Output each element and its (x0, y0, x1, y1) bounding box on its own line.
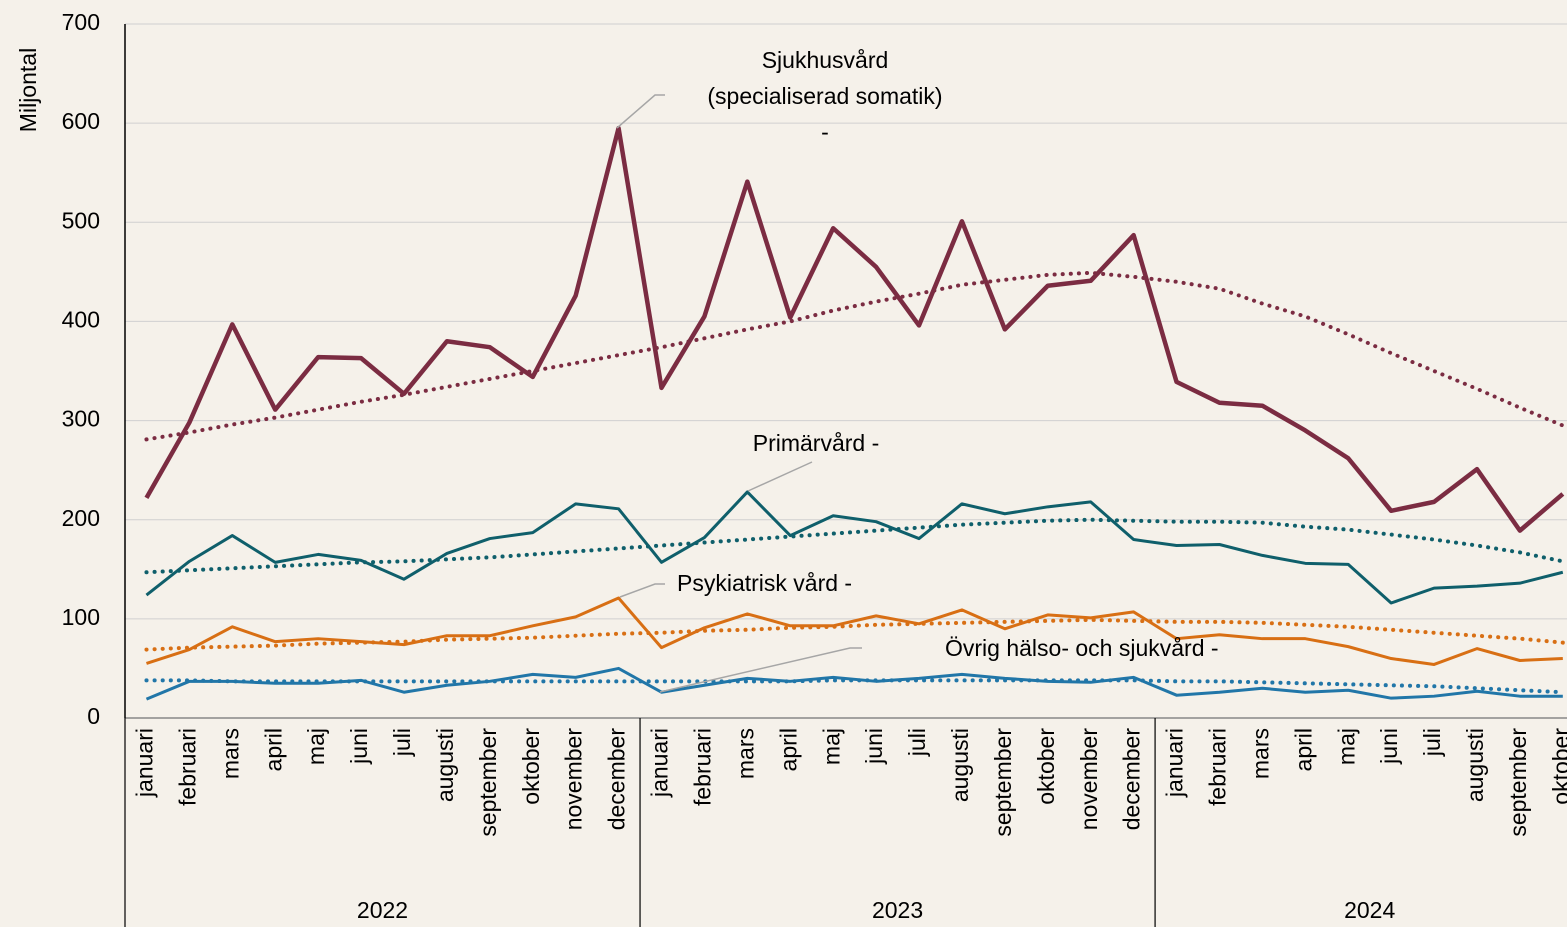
y-tick-label: 500 (62, 207, 100, 233)
x-tick-label: november (561, 728, 587, 831)
series-annotation: Sjukhusvård (762, 47, 889, 73)
x-tick-label: mars (217, 728, 243, 779)
x-tick-label: oktober (1548, 728, 1567, 805)
x-tick-label: april (260, 728, 286, 771)
x-tick-label: mars (1247, 728, 1273, 779)
x-tick-label: maj (1333, 728, 1359, 765)
x-tick-label: maj (303, 728, 329, 765)
y-tick-label: 0 (87, 703, 100, 729)
x-tick-label: april (775, 728, 801, 771)
y-tick-label: 600 (62, 108, 100, 134)
x-tick-label: januari (1162, 728, 1188, 798)
x-tick-label: juli (1419, 728, 1445, 757)
x-tick-label: augusti (947, 728, 973, 802)
x-tick-label: februari (1205, 728, 1231, 806)
trend-line (144, 617, 1565, 652)
trend-line (144, 678, 1565, 695)
x-tick-label: juli (904, 728, 930, 757)
trend-line (144, 517, 1565, 575)
y-tick-label: 200 (62, 505, 100, 531)
series-annotation: Primärvård - (753, 430, 880, 456)
x-group-label: 2024 (1344, 897, 1395, 923)
x-tick-label: juni (861, 728, 887, 765)
leader-line (616, 94, 665, 129)
leader-line (747, 461, 813, 492)
x-tick-label: februari (174, 728, 200, 806)
leader-line (619, 583, 665, 598)
y-tick-label: 100 (62, 604, 100, 630)
x-group-label: 2023 (872, 897, 923, 923)
x-tick-label: april (1290, 728, 1316, 771)
x-tick-label: mars (732, 728, 758, 779)
x-tick-label: december (604, 728, 630, 831)
series-line (145, 666, 1563, 701)
trend-line (144, 270, 1565, 442)
x-tick-label: oktober (1033, 728, 1059, 805)
y-axis-label: Miljontal (15, 48, 41, 132)
y-tick-label: 300 (62, 406, 100, 432)
x-tick-label: september (475, 728, 501, 837)
x-tick-label: maj (818, 728, 844, 765)
x-tick-label: december (1119, 728, 1145, 831)
x-tick-label: september (990, 728, 1016, 837)
series-line (144, 125, 1565, 533)
leader-line (659, 647, 862, 693)
y-tick-label: 400 (62, 307, 100, 333)
series-annotation: Psykiatrisk vård - (677, 570, 852, 596)
series-annotation: - (821, 119, 829, 145)
series-line (145, 490, 1564, 605)
x-tick-label: augusti (432, 728, 458, 802)
x-tick-label: juni (1376, 728, 1402, 765)
x-tick-label: september (1505, 728, 1531, 837)
series-annotation: Övrig hälso- och sjukvård - (945, 635, 1219, 661)
x-tick-label: oktober (518, 728, 544, 805)
x-tick-label: februari (689, 728, 715, 806)
y-tick-label: 700 (62, 9, 100, 35)
x-tick-label: augusti (1462, 728, 1488, 802)
x-tick-label: juli (389, 728, 415, 757)
x-tick-label: januari (132, 728, 158, 798)
x-tick-label: januari (647, 728, 673, 798)
series-line (145, 596, 1563, 666)
x-tick-label: november (1076, 728, 1102, 831)
series-annotation: (specialiserad somatik) (707, 83, 942, 109)
x-tick-label: juni (346, 728, 372, 765)
x-group-label: 2022 (357, 897, 408, 923)
